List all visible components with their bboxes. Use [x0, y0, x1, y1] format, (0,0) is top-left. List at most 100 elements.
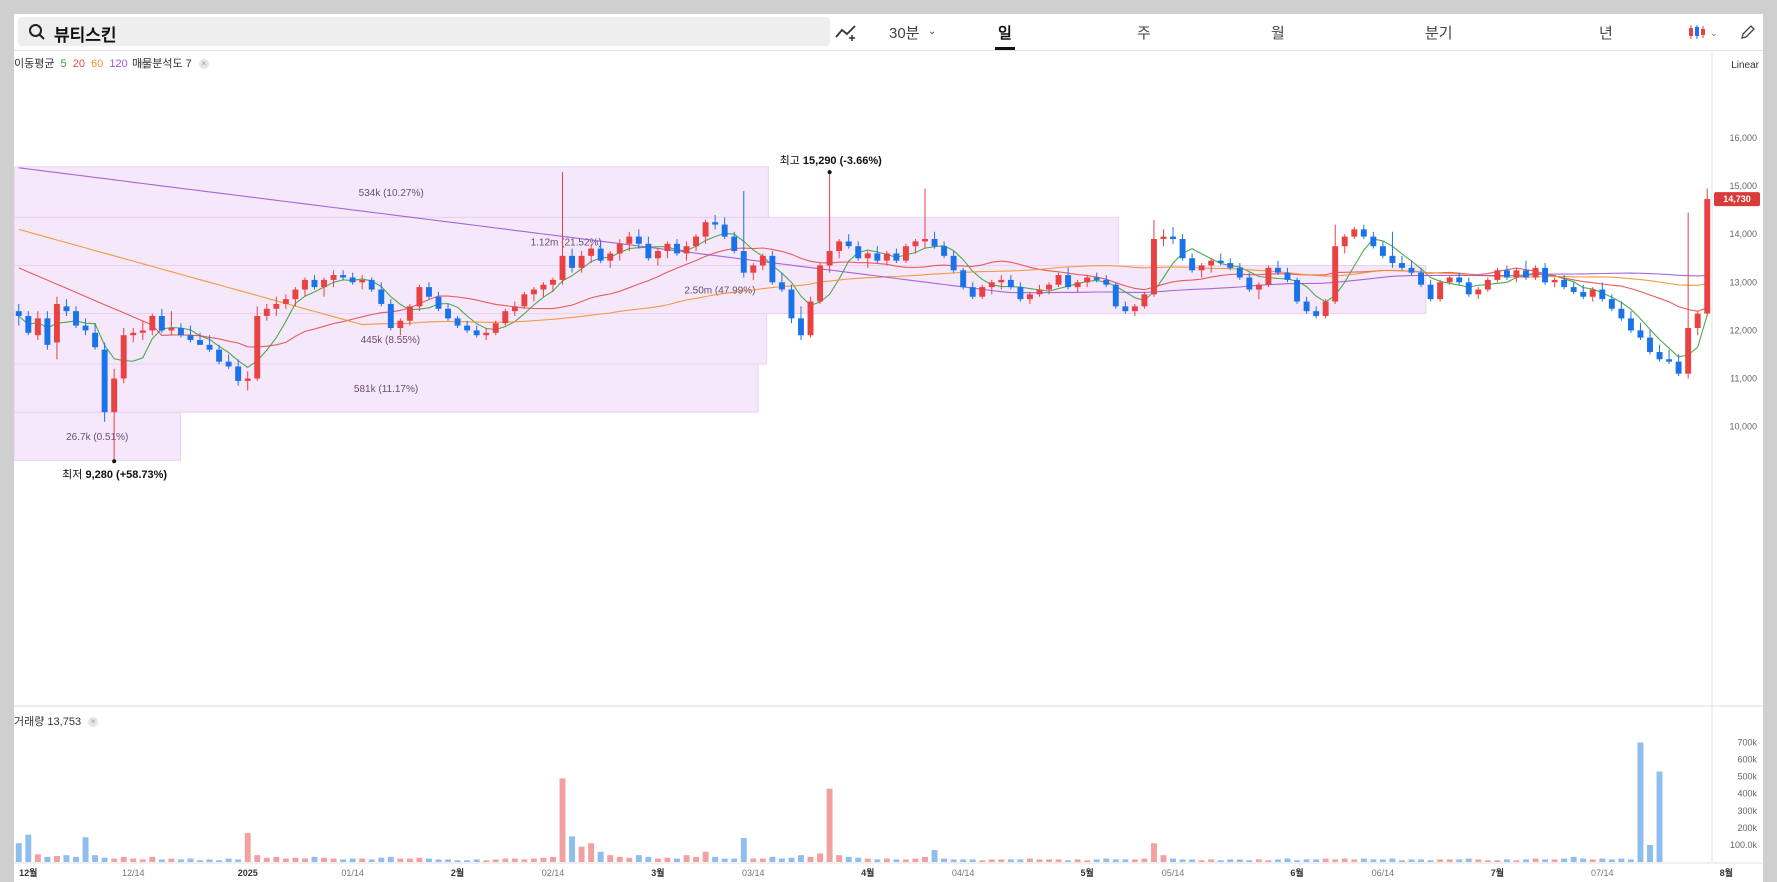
candle-body [1608, 299, 1615, 309]
close-icon[interactable]: × [88, 717, 99, 728]
candle-body [1627, 318, 1634, 331]
volume-tick-label: 200k [1737, 823, 1757, 833]
price-chart[interactable]: 26.7k (0.51%) 581k (11.17%) 445k (8.55%) 2.… [14, 14, 1763, 882]
candle-body [912, 241, 919, 247]
candle-body [1007, 279, 1014, 288]
candle-body [1103, 279, 1110, 285]
search-input[interactable]: 뷰티스킨 [54, 26, 117, 45]
candle-body [130, 332, 137, 336]
candle-body [1341, 236, 1348, 247]
tab-week[interactable]: 주 [1137, 25, 1151, 42]
volume-tick-label: 300k [1737, 806, 1757, 816]
pencil-icon[interactable] [1740, 24, 1756, 40]
candle-body [559, 255, 566, 280]
volume-bar [1418, 859, 1425, 862]
candle-body [1208, 260, 1215, 266]
candle-body [1542, 267, 1549, 283]
volume-bar [1065, 860, 1072, 862]
volume-bar [387, 856, 394, 862]
candle-body [1093, 277, 1100, 280]
ma-20-line [18, 247, 1708, 348]
candle-body [1332, 246, 1339, 302]
volume-profile-label: 445k (8.55%) [361, 335, 420, 346]
volume-bar [235, 859, 242, 862]
volume-bar [406, 858, 413, 862]
chevron-down-icon[interactable]: ⌄ [928, 26, 937, 37]
candle-body [540, 284, 547, 290]
scale-mode-select[interactable]: Linear [1731, 60, 1759, 71]
candle-body [44, 318, 51, 345]
candle-body [664, 243, 671, 252]
candle-body [1265, 267, 1272, 285]
candle-body [82, 325, 89, 331]
volume-bar [769, 856, 776, 862]
volume-tick-label: 600k [1737, 755, 1757, 765]
candle-body [807, 301, 814, 336]
volume-bar [874, 859, 881, 862]
interval-select[interactable]: 30분 [889, 25, 920, 42]
candle-body [979, 287, 986, 297]
candle-body [311, 279, 318, 288]
candle-body [1503, 270, 1510, 278]
volume-bar [750, 858, 757, 862]
x-tick-label: 2025 [238, 868, 258, 878]
volume-bar [1523, 859, 1529, 862]
volume-bar [1599, 858, 1606, 862]
search-box[interactable]: 뷰티스킨 [18, 17, 830, 46]
volume-profile-legend: 매물분석도 7 × [132, 55, 209, 71]
x-tick-label: 5월 [1081, 867, 1094, 878]
volume-profile-label: 매물분석도 7 [132, 58, 192, 70]
candle-body [1112, 284, 1119, 307]
volume-bar [1227, 859, 1234, 862]
tab-year[interactable]: 년 [1599, 25, 1613, 42]
volume-bar [15, 843, 22, 862]
volume-bar [368, 859, 375, 862]
volume-bar [1399, 860, 1405, 862]
volume-bar [578, 846, 585, 862]
volume-bar [1570, 856, 1577, 862]
chart-type-icon[interactable]: ⌄ [1688, 24, 1718, 40]
candle-body [101, 349, 108, 413]
volume-bar [654, 858, 661, 862]
candle-body [1351, 229, 1358, 237]
candle-body [530, 289, 537, 295]
candle-body [607, 253, 614, 261]
candle-body [1360, 229, 1367, 237]
x-tick-label: 06/14 [1372, 868, 1395, 878]
candle-body [750, 265, 757, 273]
volume-bar [1017, 859, 1024, 862]
candle-body [1532, 267, 1539, 278]
volume-bar [1351, 859, 1358, 862]
volume-bar [1141, 858, 1148, 862]
volume-bar [807, 856, 814, 862]
candle-body [1322, 301, 1329, 316]
candle-body [206, 344, 213, 350]
volume-bar [626, 857, 633, 862]
candle-body [426, 287, 432, 297]
tab-day[interactable]: 일 [998, 25, 1012, 42]
candle-body [263, 308, 270, 316]
volume-bar [635, 855, 642, 862]
volume-bar [530, 858, 537, 862]
candle-body [712, 222, 719, 225]
price-tick-label: 12,000 [1729, 325, 1757, 335]
candle-body [778, 282, 785, 290]
volume-bar [301, 858, 308, 862]
tab-month[interactable]: 월 [1271, 25, 1285, 42]
drawing-tool-icon[interactable] [834, 23, 858, 41]
candle-body [1227, 263, 1234, 268]
volume-bar [82, 837, 89, 862]
volume-bar [197, 860, 203, 862]
volume-bar [273, 856, 280, 862]
volume-bar [1332, 859, 1339, 862]
close-icon[interactable]: × [198, 59, 209, 70]
volume-bar [1379, 859, 1386, 862]
volume-tick-label: 700k [1737, 738, 1757, 748]
candle-body [1666, 359, 1673, 362]
candle-body [244, 378, 251, 381]
tab-quarter[interactable]: 분기 [1425, 25, 1453, 42]
close-icon[interactable]: × [137, 59, 148, 70]
candle-body [378, 289, 385, 304]
volume-bar [1647, 844, 1653, 862]
candle-body [922, 239, 928, 242]
